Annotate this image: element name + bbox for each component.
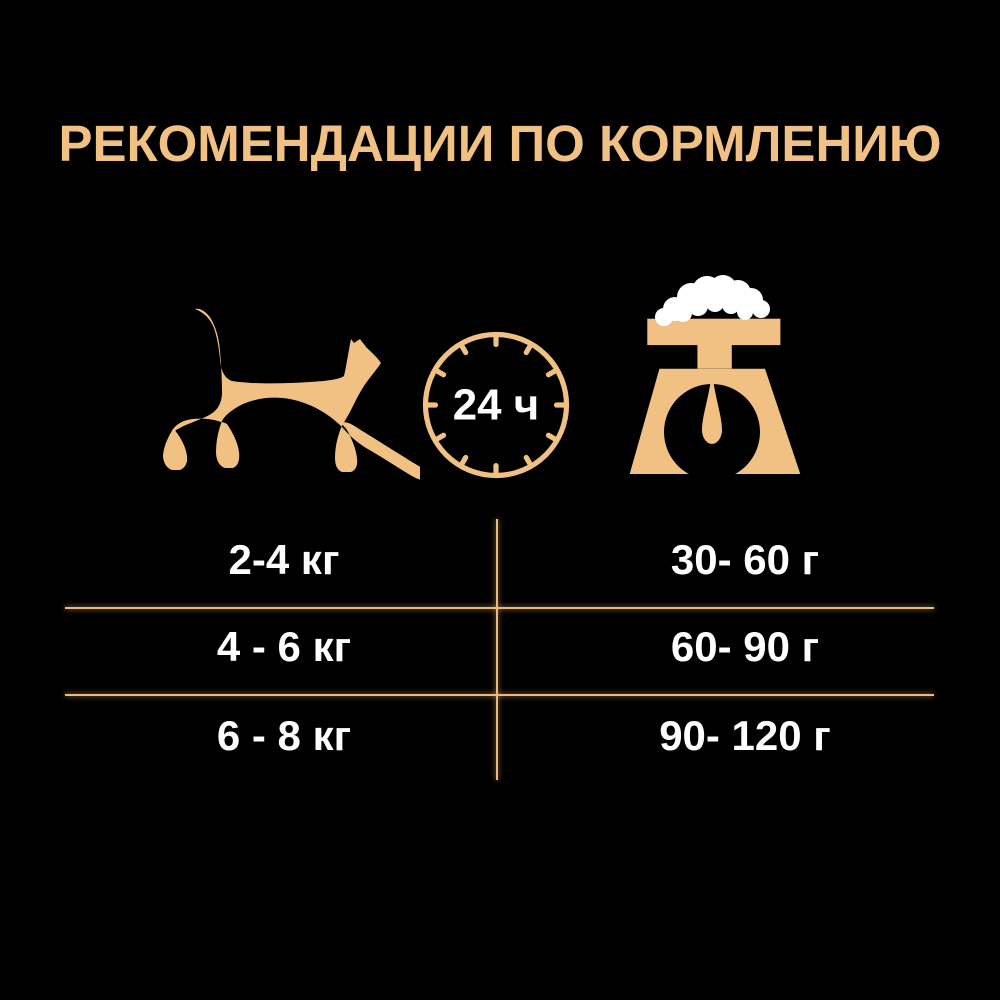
svg-text:24 ч: 24 ч [453, 381, 539, 430]
